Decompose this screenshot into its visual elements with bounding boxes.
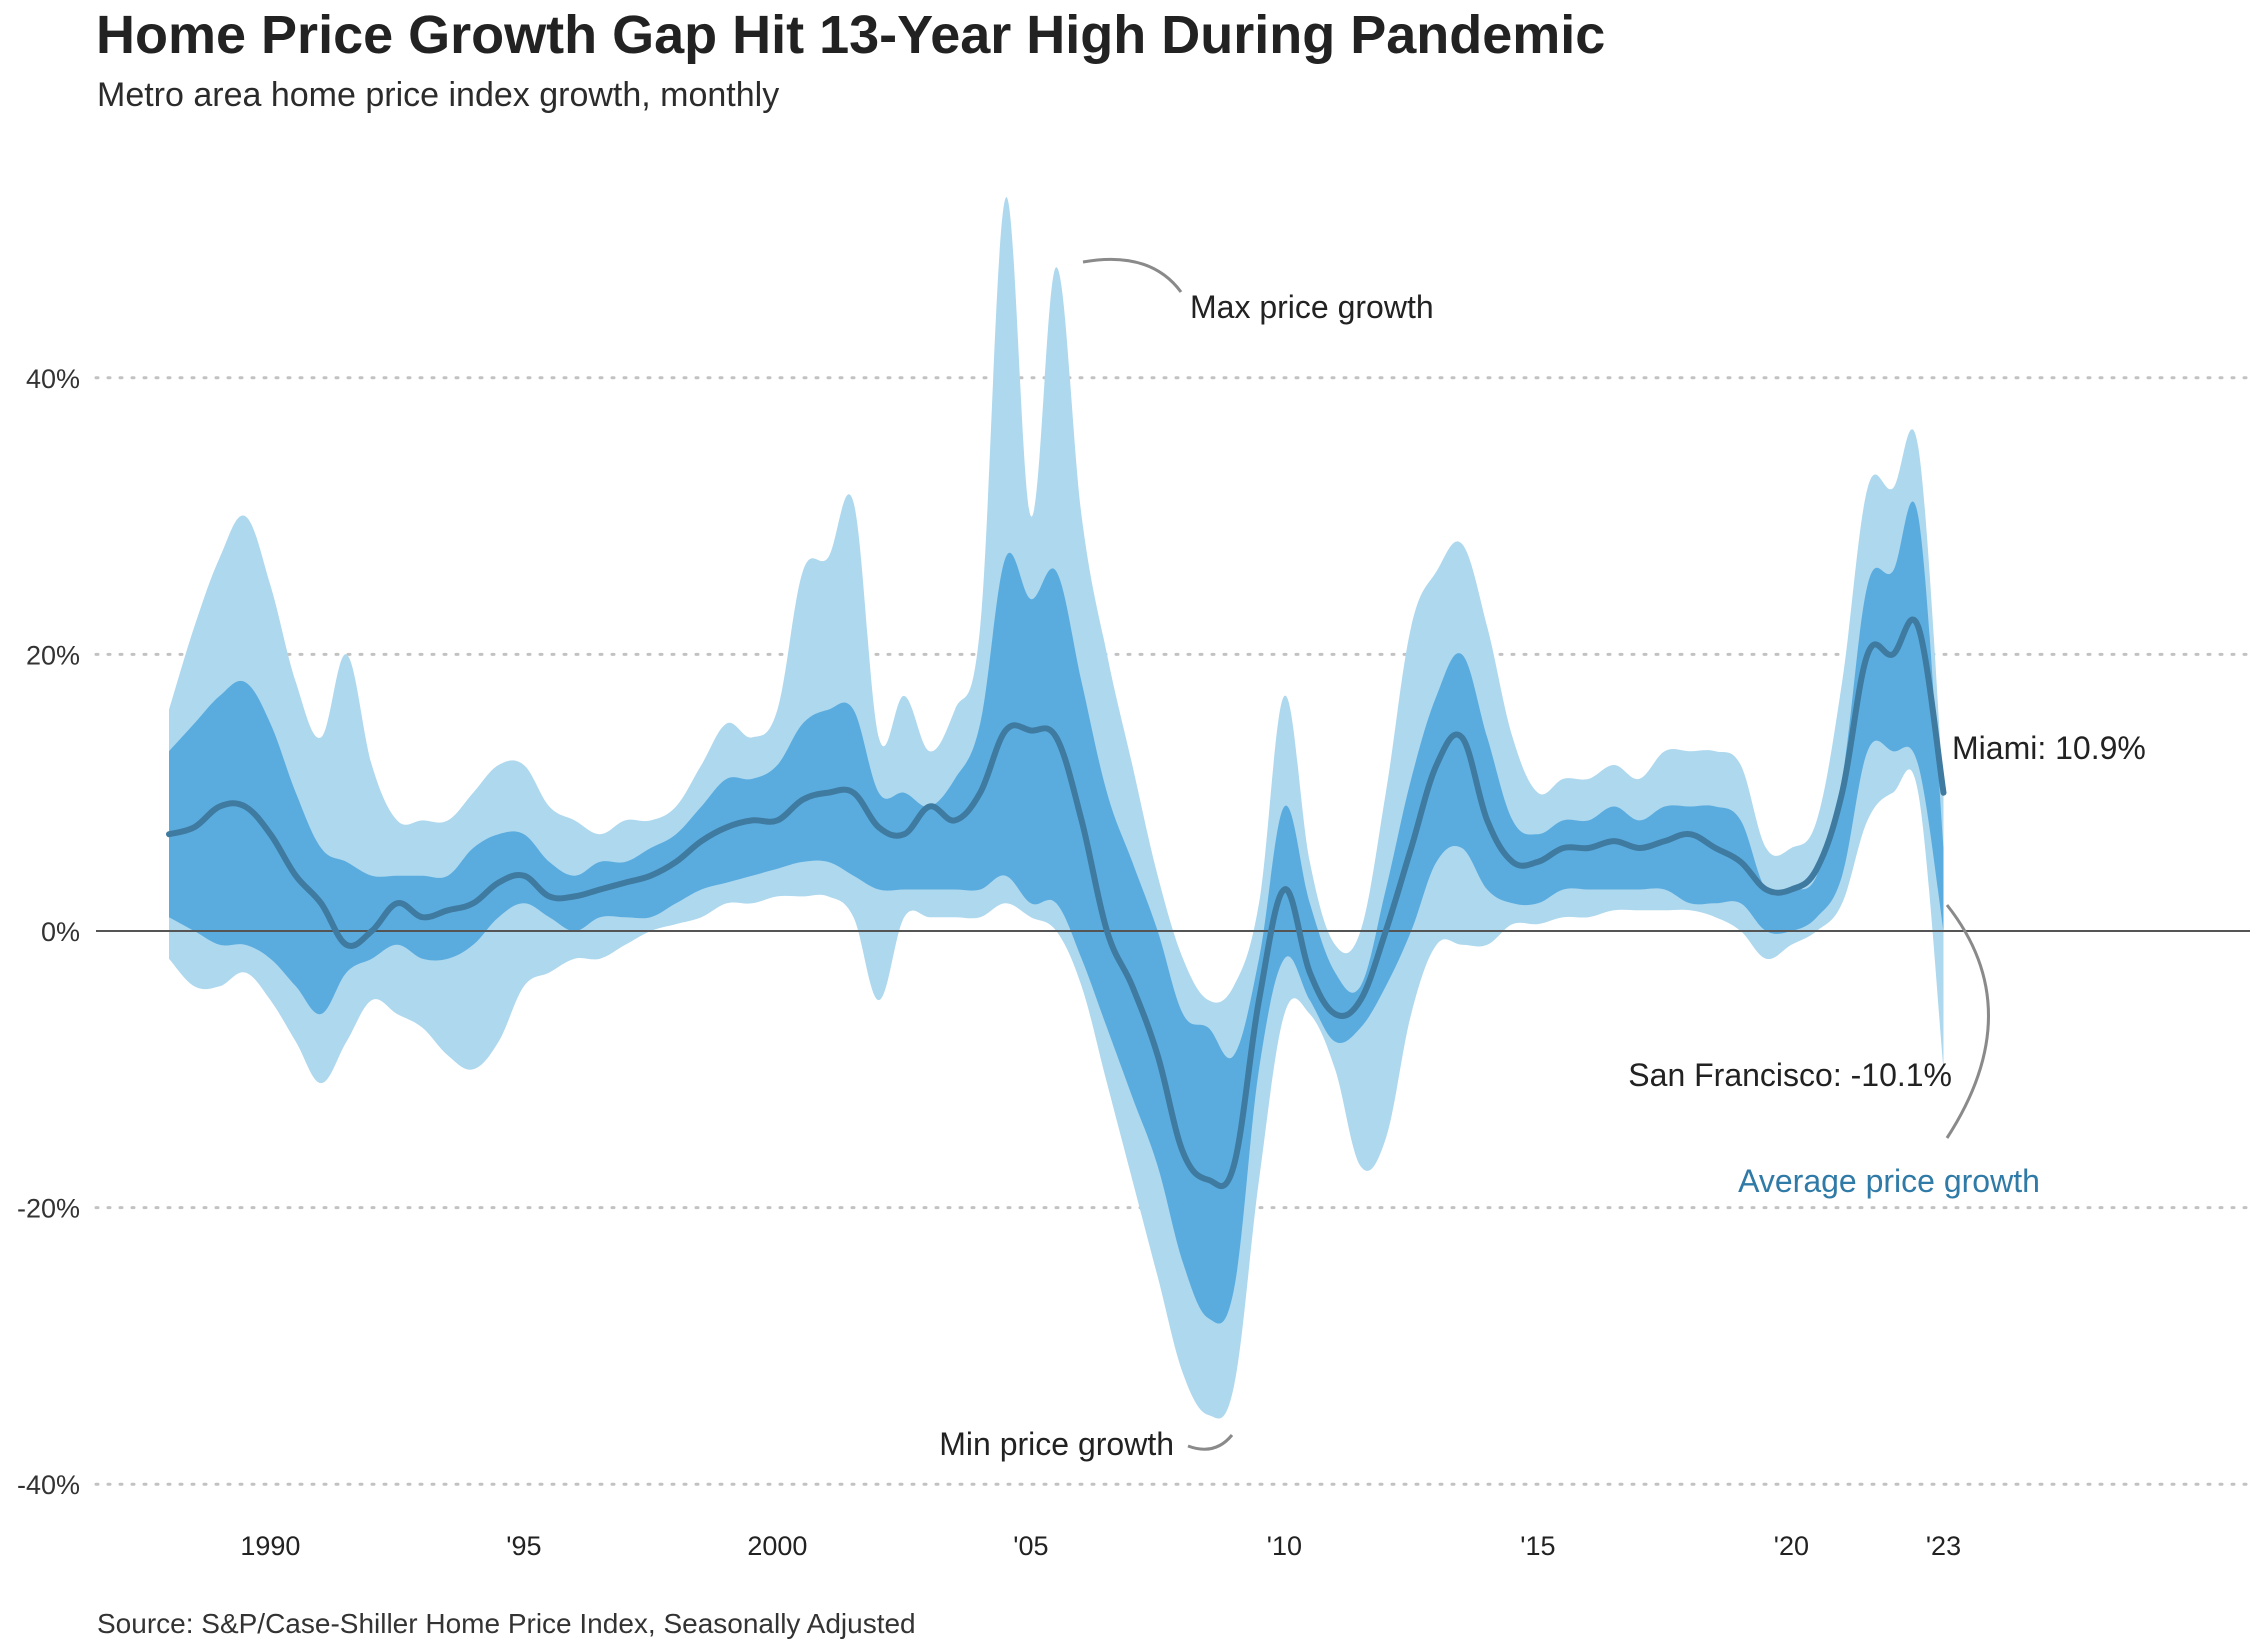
y-tick-label: 40% bbox=[26, 364, 80, 394]
x-tick-label: 2000 bbox=[747, 1531, 807, 1561]
x-tick-label: '15 bbox=[1520, 1531, 1555, 1561]
average-annotation: Average price growth bbox=[1738, 1163, 2040, 1199]
min-leader-line bbox=[1187, 1434, 1234, 1451]
y-tick-label: -40% bbox=[17, 1470, 80, 1500]
max-annotation: Max price growth bbox=[1190, 289, 1434, 325]
x-axis: 1990 '95 2000 '05 '10 '15 '20 '23 bbox=[240, 1531, 1961, 1561]
y-tick-label: 20% bbox=[26, 640, 80, 670]
max-leader-line bbox=[1082, 257, 1183, 293]
average-line-group bbox=[166, 616, 1947, 1190]
x-tick-label: '23 bbox=[1926, 1531, 1961, 1561]
source-note: Source: S&P/Case-Shiller Home Price Inde… bbox=[97, 1608, 916, 1639]
annotations: Max price growth Min price growth Miami:… bbox=[939, 257, 2146, 1462]
sf-annotation: San Francisco: -10.1% bbox=[1628, 1057, 1952, 1093]
chart-title: Home Price Growth Gap Hit 13-Year High D… bbox=[96, 5, 1606, 65]
y-tick-label: 0% bbox=[41, 917, 80, 947]
gridlines bbox=[94, 376, 2252, 1486]
chart-subtitle: Metro area home price index growth, mont… bbox=[97, 76, 780, 114]
miami-annotation: Miami: 10.9% bbox=[1952, 730, 2146, 766]
x-tick-label: '05 bbox=[1013, 1531, 1048, 1561]
min-annotation: Min price growth bbox=[939, 1426, 1174, 1462]
y-axis: 40% 20% 0% -20% -40% bbox=[17, 364, 80, 1500]
inner-band bbox=[169, 501, 1944, 1324]
y-tick-label: -20% bbox=[17, 1194, 80, 1224]
bands bbox=[169, 197, 1944, 1419]
x-tick-label: '20 bbox=[1774, 1531, 1809, 1561]
x-tick-label: '95 bbox=[506, 1531, 541, 1561]
average-leader-line bbox=[1945, 904, 1990, 1139]
average-line bbox=[166, 616, 1947, 1190]
x-tick-label: '10 bbox=[1267, 1531, 1302, 1561]
x-tick-label: 1990 bbox=[240, 1531, 300, 1561]
